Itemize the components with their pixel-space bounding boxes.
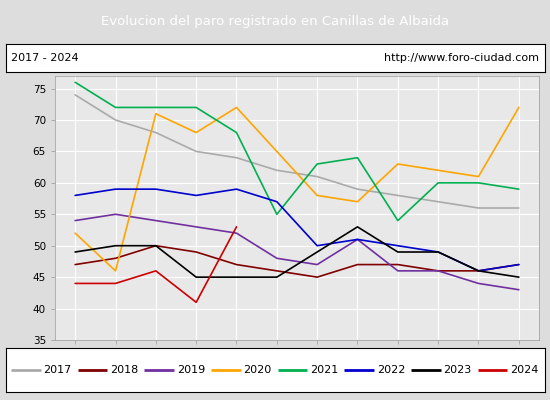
Text: 2024: 2024 <box>510 365 538 375</box>
Text: 2020: 2020 <box>243 365 272 375</box>
Text: 2017 - 2024: 2017 - 2024 <box>11 53 79 63</box>
Text: 2022: 2022 <box>377 365 405 375</box>
Text: 2021: 2021 <box>310 365 338 375</box>
Text: 2019: 2019 <box>177 365 205 375</box>
Text: 2017: 2017 <box>43 365 72 375</box>
Text: http://www.foro-ciudad.com: http://www.foro-ciudad.com <box>384 53 539 63</box>
Text: 2018: 2018 <box>110 365 138 375</box>
Text: 2023: 2023 <box>443 365 472 375</box>
Text: Evolucion del paro registrado en Canillas de Albaida: Evolucion del paro registrado en Canilla… <box>101 16 449 28</box>
